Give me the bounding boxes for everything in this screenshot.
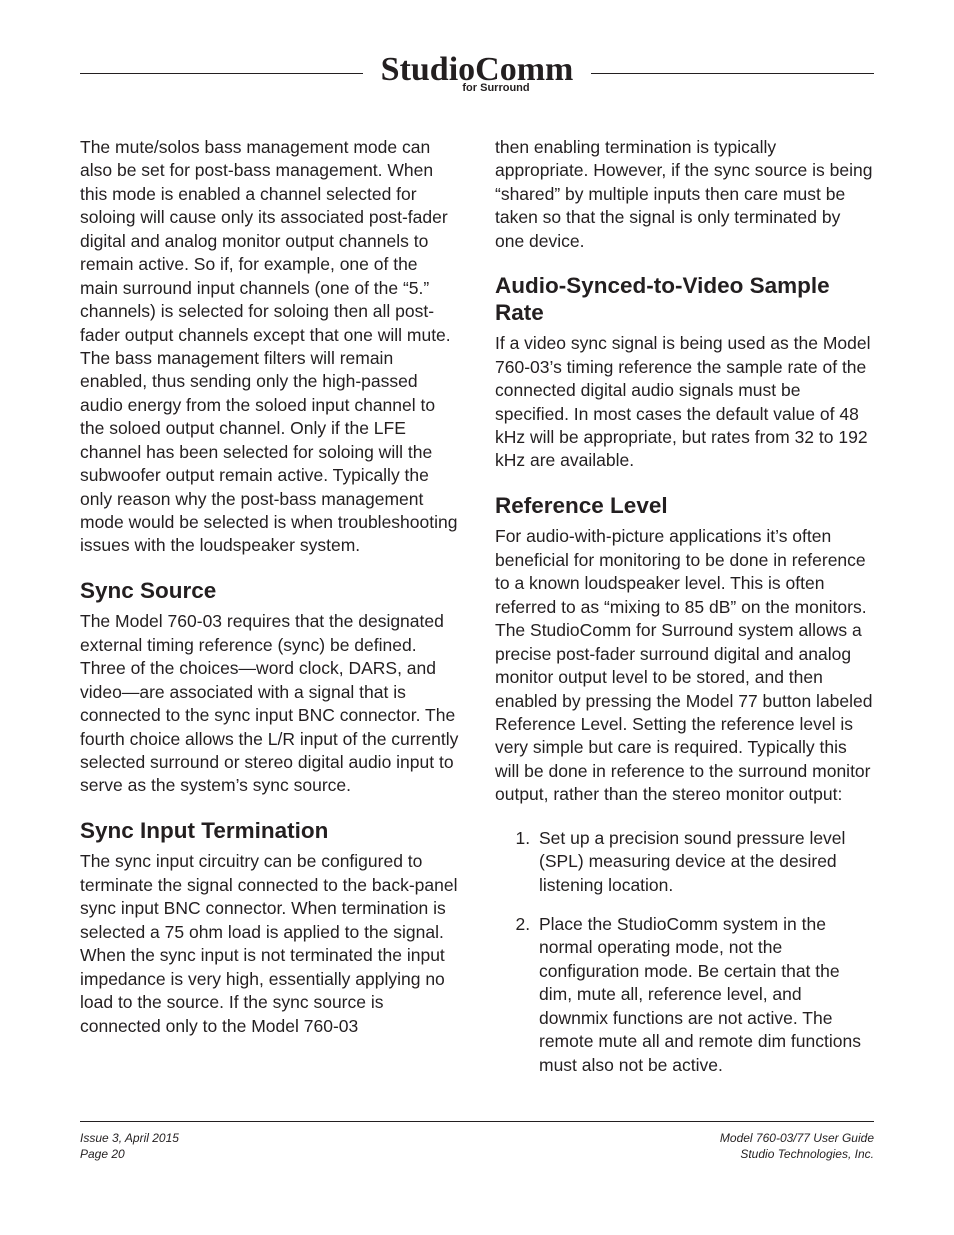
header-rule-right [591, 73, 874, 74]
footer-doc-title: Model 760-03/77 User Guide [720, 1130, 874, 1146]
heading-audio-synced-to-video: Audio-Synced-to-Video Sample Rate [495, 273, 874, 326]
logo: StudioComm for Surround [363, 53, 592, 94]
footer-right: Model 760-03/77 User Guide Studio Techno… [720, 1130, 874, 1162]
list-item: Set up a precision sound pressure level … [535, 827, 874, 897]
body-paragraph: The Model 760-03 requires that the desig… [80, 610, 459, 798]
heading-sync-source: Sync Source [80, 578, 459, 605]
content-columns: The mute/solos bass management mode can … [80, 136, 874, 1093]
body-paragraph: then enabling termination is typically a… [495, 136, 874, 253]
body-paragraph: If a video sync signal is being used as … [495, 332, 874, 473]
right-column: then enabling termination is typically a… [495, 136, 874, 1093]
heading-sync-input-termination: Sync Input Termination [80, 818, 459, 845]
heading-reference-level: Reference Level [495, 493, 874, 520]
reference-level-steps: Set up a precision sound pressure level … [495, 827, 874, 1077]
footer-company: Studio Technologies, Inc. [720, 1146, 874, 1162]
page-header: StudioComm for Surround [80, 48, 874, 98]
body-paragraph: For audio-with-picture applications it’s… [495, 525, 874, 806]
body-paragraph: The mute/solos bass management mode can … [80, 136, 459, 558]
footer-page-number: Page 20 [80, 1146, 179, 1162]
header-rule-left [80, 73, 363, 74]
list-item: Place the StudioComm system in the norma… [535, 913, 874, 1077]
left-column: The mute/solos bass management mode can … [80, 136, 459, 1093]
footer-left: Issue 3, April 2015 Page 20 [80, 1130, 179, 1162]
footer-issue: Issue 3, April 2015 [80, 1130, 179, 1146]
body-paragraph: The sync input circuitry can be configur… [80, 850, 459, 1038]
page-footer: Issue 3, April 2015 Page 20 Model 760-03… [80, 1121, 874, 1162]
